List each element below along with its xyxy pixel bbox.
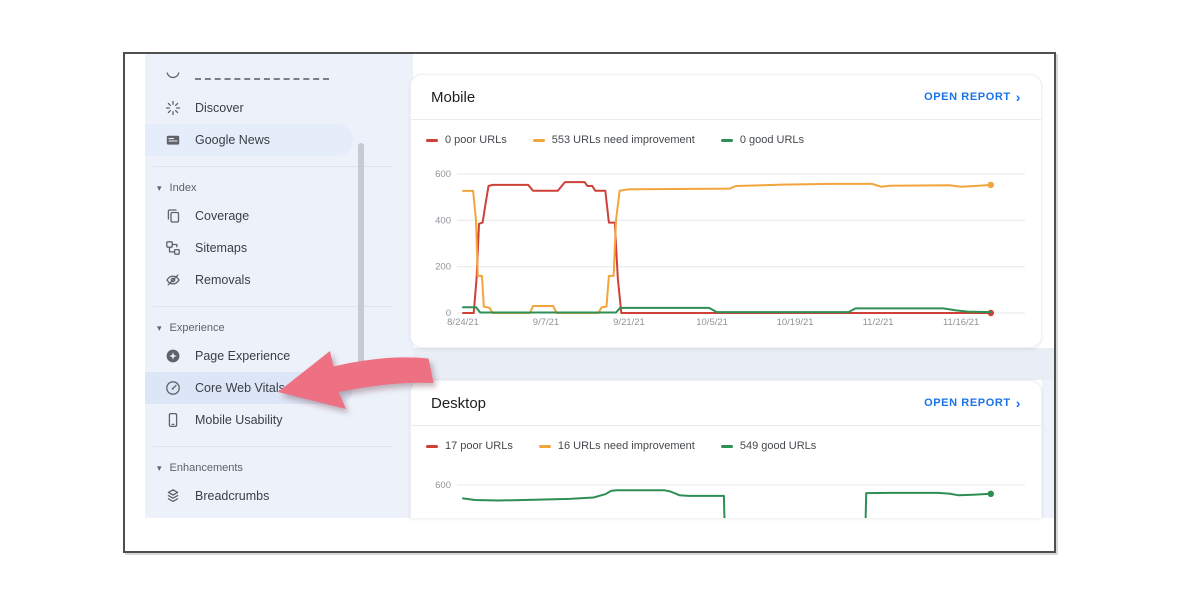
card-header: Mobile OPEN REPORT › bbox=[411, 75, 1041, 120]
sidebar-divider bbox=[145, 296, 413, 316]
mobile-cwv-card: Mobile OPEN REPORT › 0 poor URLs 553 URLs… bbox=[410, 74, 1042, 348]
svg-text:0: 0 bbox=[446, 308, 451, 319]
collapse-triangle-icon: ▾ bbox=[157, 462, 162, 473]
app-window-frame: Discover Google News ▾ Index Coverage Sitemap… bbox=[123, 52, 1056, 553]
sidebar-item-page-experience[interactable]: Page Experience bbox=[145, 340, 413, 372]
sidebar-item-discover[interactable]: Discover bbox=[145, 92, 413, 124]
legend-dash-icon bbox=[538, 444, 551, 448]
breadcrumbs-icon bbox=[165, 488, 181, 504]
content-gap-band bbox=[413, 348, 1054, 380]
sidebar-scrollbar[interactable] bbox=[358, 143, 364, 370]
sidebar-section-experience[interactable]: ▾ Experience bbox=[157, 322, 225, 334]
sidebar-divider bbox=[145, 156, 413, 176]
core-web-vitals-icon bbox=[165, 380, 181, 396]
svg-text:10/5/21: 10/5/21 bbox=[696, 317, 728, 328]
sidebar-item-coverage[interactable]: Coverage bbox=[145, 200, 413, 232]
svg-text:11/16/21: 11/16/21 bbox=[943, 317, 979, 328]
collapse-triangle-icon: ▾ bbox=[157, 182, 162, 193]
card-title: Mobile bbox=[431, 88, 476, 106]
sidebar-section-enhancements[interactable]: ▾ Enhancements bbox=[157, 462, 243, 474]
chevron-right-icon: › bbox=[1015, 89, 1021, 105]
discover-icon bbox=[165, 100, 181, 116]
desktop-chart[interactable]: 600 bbox=[433, 471, 1033, 518]
mobile-usability-icon bbox=[165, 412, 181, 428]
legend-item: 0 poor URLs bbox=[426, 134, 507, 146]
sidebar-item-sitemaps[interactable]: Sitemaps bbox=[145, 232, 413, 264]
desktop-cwv-card: Desktop OPEN REPORT › 17 poor URLs 16 URL… bbox=[410, 380, 1042, 518]
sitemaps-icon bbox=[165, 240, 181, 256]
google-news-icon bbox=[165, 132, 181, 148]
sidebar-item-clipped[interactable] bbox=[145, 56, 413, 92]
legend-dash-icon bbox=[532, 138, 545, 142]
chart-legend: 17 poor URLs 16 URLs need improvement 549 … bbox=[426, 440, 816, 452]
sidebar-item-mobile-usability[interactable]: Mobile Usability bbox=[145, 404, 413, 436]
svg-text:600: 600 bbox=[435, 480, 451, 491]
svg-text:200: 200 bbox=[435, 262, 451, 273]
legend-dash-icon bbox=[720, 138, 733, 142]
svg-text:8/24/21: 8/24/21 bbox=[447, 317, 479, 328]
legend-dash-icon bbox=[426, 138, 438, 142]
legend-item: 549 good URLs bbox=[720, 440, 816, 452]
sidebar-item-removals[interactable]: Removals bbox=[145, 264, 413, 296]
clipped-item-label bbox=[195, 78, 329, 80]
legend-dash-icon bbox=[720, 444, 733, 448]
sidebar-section-index[interactable]: ▾ Index bbox=[157, 182, 197, 194]
clipped-item-icon bbox=[165, 72, 181, 88]
svg-text:9/21/21: 9/21/21 bbox=[613, 317, 645, 328]
legend-item: 0 good URLs bbox=[720, 134, 804, 146]
svg-text:9/7/21: 9/7/21 bbox=[533, 317, 559, 328]
svg-text:11/2/21: 11/2/21 bbox=[863, 317, 894, 328]
mobile-chart[interactable]: 0 200 400 600 8/24/21 9/7/21 9/21/21 10/5/21 10/… bbox=[433, 166, 1033, 331]
card-header: Desktop OPEN REPORT › bbox=[411, 381, 1041, 426]
collapse-triangle-icon: ▾ bbox=[157, 322, 162, 333]
svg-text:10/19/21: 10/19/21 bbox=[777, 317, 814, 328]
legend-item: 16 URLs need improvement bbox=[538, 440, 695, 452]
open-report-link[interactable]: OPEN REPORT › bbox=[924, 89, 1021, 105]
content-edge-strip bbox=[1042, 380, 1054, 518]
legend-dash-icon bbox=[426, 444, 438, 448]
sidebar-item-google-news[interactable]: Google News bbox=[145, 124, 353, 156]
chart-legend: 0 poor URLs 553 URLs need improvement 0 go… bbox=[426, 134, 804, 146]
sidebar-item-breadcrumbs[interactable]: Breadcrumbs bbox=[145, 480, 413, 512]
open-report-link[interactable]: OPEN REPORT › bbox=[924, 395, 1021, 411]
navigation-sidebar: Discover Google News ▾ Index Coverage Sitemap… bbox=[145, 54, 413, 518]
coverage-icon bbox=[165, 208, 181, 224]
svg-text:400: 400 bbox=[435, 215, 451, 226]
removals-icon bbox=[165, 272, 181, 288]
svg-text:600: 600 bbox=[435, 169, 451, 180]
sidebar-divider bbox=[145, 436, 413, 456]
legend-item: 553 URLs need improvement bbox=[532, 134, 695, 146]
page-experience-icon bbox=[165, 348, 181, 364]
card-title: Desktop bbox=[431, 394, 487, 412]
sidebar-item-core-web-vitals[interactable]: Core Web Vitals bbox=[145, 372, 353, 404]
chevron-right-icon: › bbox=[1015, 395, 1021, 411]
legend-item: 17 poor URLs bbox=[426, 440, 513, 452]
